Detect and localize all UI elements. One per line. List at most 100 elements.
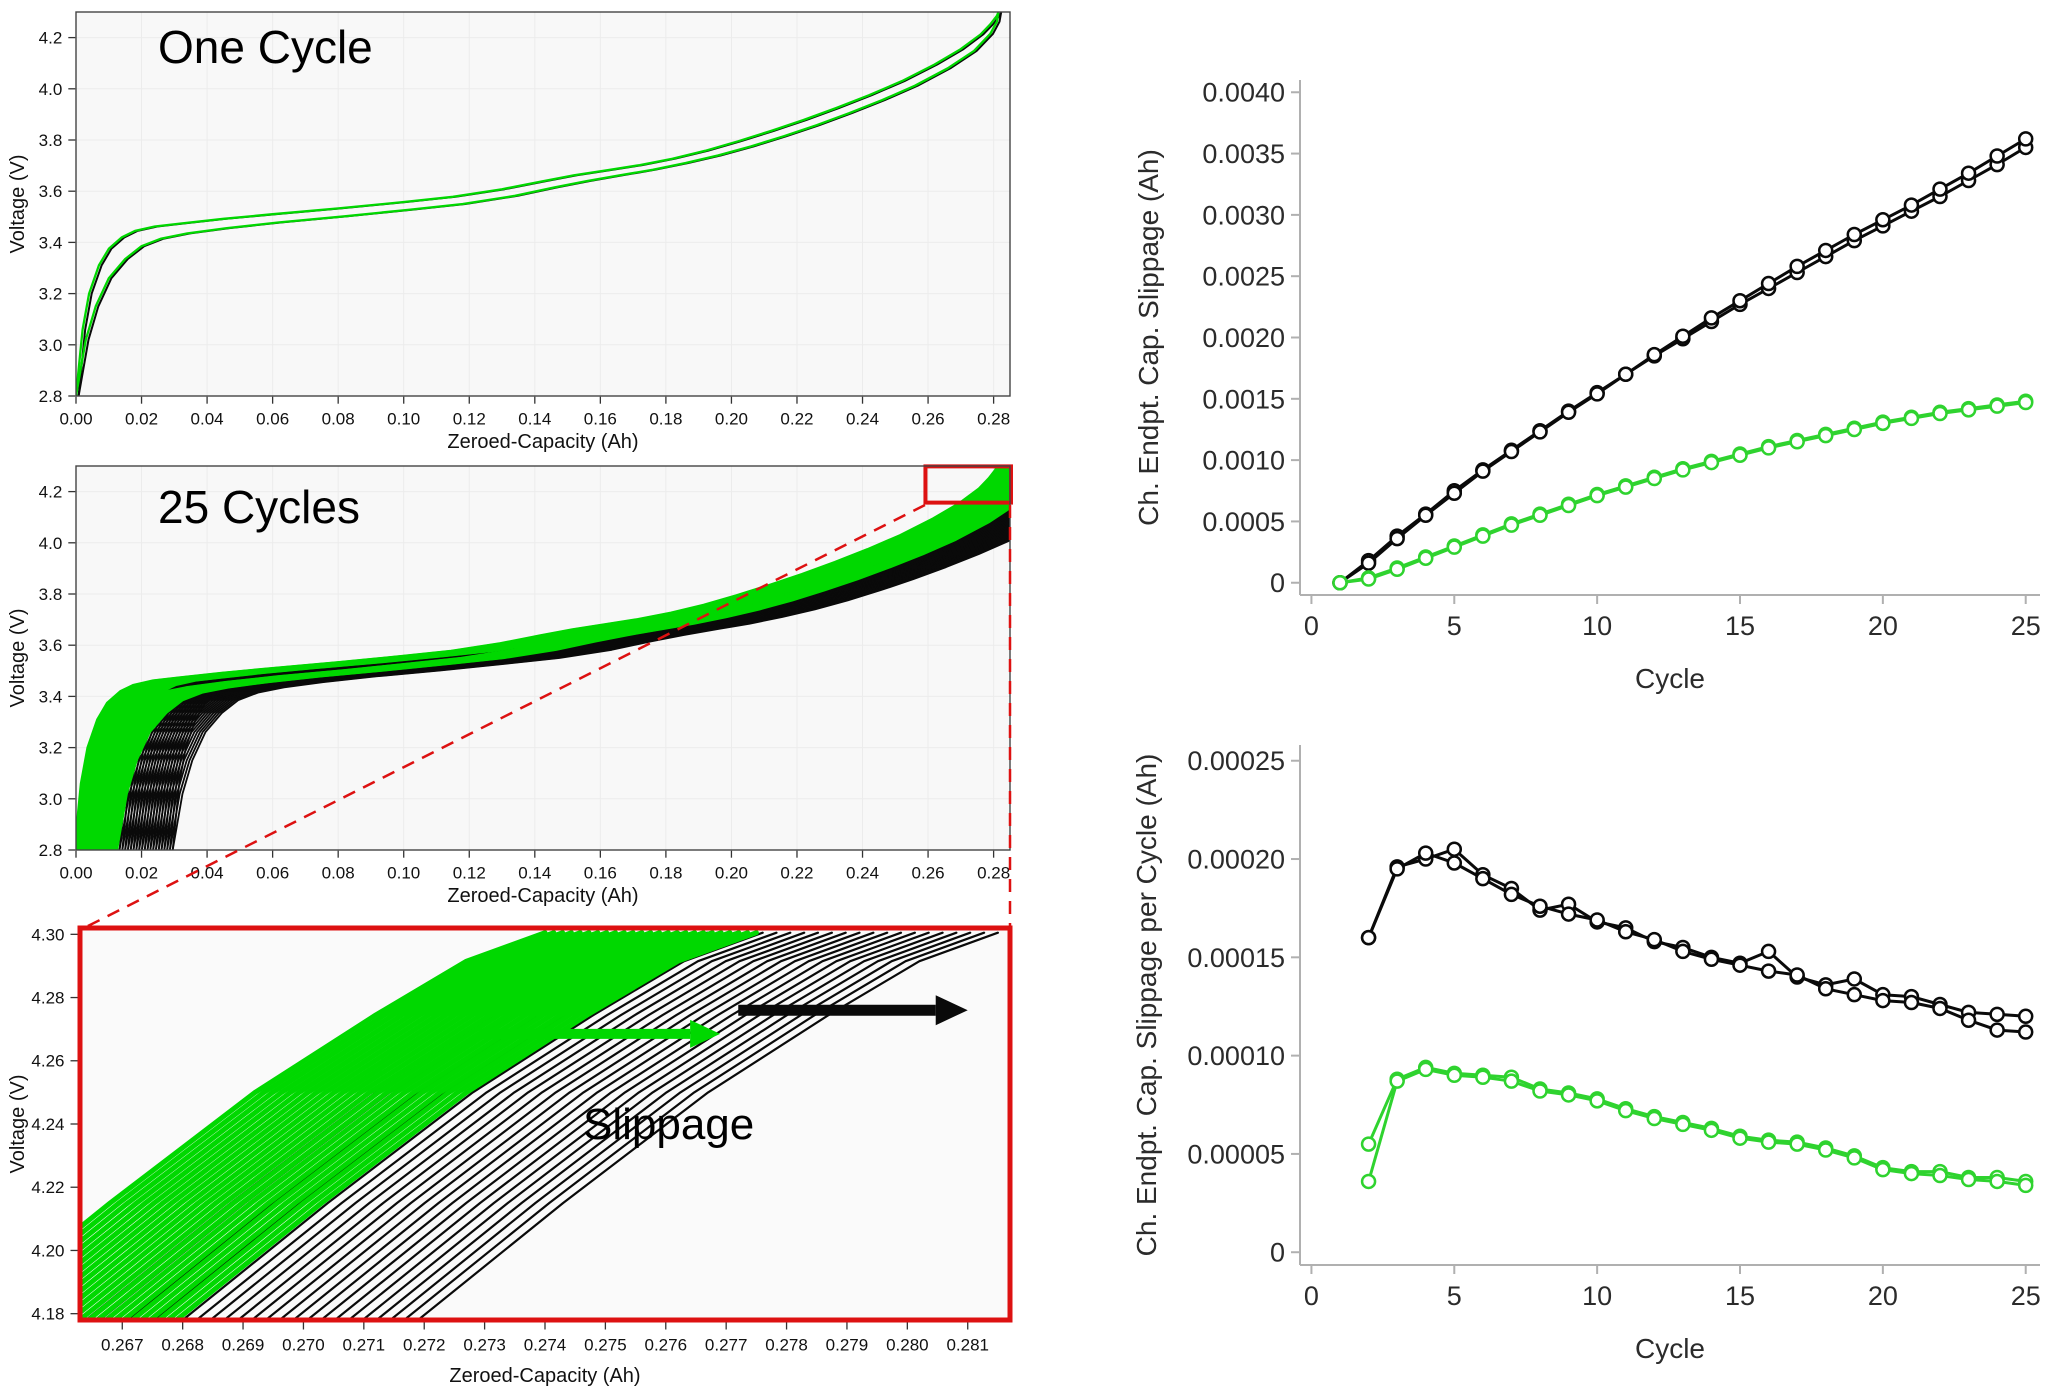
svg-text:4.30: 4.30 <box>31 925 64 944</box>
svg-text:0.0015: 0.0015 <box>1202 384 1285 414</box>
svg-text:3.4: 3.4 <box>39 233 63 252</box>
svg-text:5: 5 <box>1447 611 1462 641</box>
svg-text:Voltage (V): Voltage (V) <box>8 609 29 708</box>
svg-text:0: 0 <box>1270 1238 1285 1268</box>
svg-text:4.2: 4.2 <box>39 483 63 502</box>
svg-text:3.8: 3.8 <box>39 585 63 604</box>
svg-text:20: 20 <box>1868 1281 1898 1311</box>
svg-text:Voltage (V): Voltage (V) <box>8 1075 29 1174</box>
svg-text:4.0: 4.0 <box>39 80 63 99</box>
svg-text:3.0: 3.0 <box>39 336 63 355</box>
svg-text:0.275: 0.275 <box>584 1336 627 1355</box>
svg-text:0.10: 0.10 <box>387 410 420 429</box>
svg-text:0.06: 0.06 <box>256 864 289 883</box>
svg-text:0.0005: 0.0005 <box>1202 507 1285 537</box>
svg-text:Zeroed-Capacity (Ah): Zeroed-Capacity (Ah) <box>449 1365 640 1387</box>
svg-text:0.0030: 0.0030 <box>1202 200 1285 230</box>
svg-text:0.16: 0.16 <box>584 410 617 429</box>
svg-text:4.0: 4.0 <box>39 534 63 553</box>
svg-text:0.10: 0.10 <box>387 864 420 883</box>
svg-text:4.22: 4.22 <box>31 1178 64 1197</box>
svg-text:20: 20 <box>1868 611 1898 641</box>
svg-text:0.00005: 0.00005 <box>1187 1139 1285 1169</box>
svg-text:0.02: 0.02 <box>125 864 158 883</box>
svg-text:25: 25 <box>2011 1281 2041 1311</box>
one_cycle-plot: 0.00 0.02 0.04 0.06 0.08 0.10 0.12 0.14 0.16 0.18… <box>8 11 1011 453</box>
svg-text:Voltage (V): Voltage (V) <box>8 155 29 254</box>
svg-text:0.00020: 0.00020 <box>1187 844 1285 874</box>
svg-text:3.8: 3.8 <box>39 131 63 150</box>
per_cycle_slippage-plot: 0 5 10 15 20 25 0 0.00005 0.00010 0.00015 0.00020 0… <box>1131 745 2041 1364</box>
svg-text:4.28: 4.28 <box>31 988 64 1007</box>
svg-text:0.268: 0.268 <box>161 1336 204 1355</box>
svg-text:2.8: 2.8 <box>39 841 63 860</box>
svg-text:0.00025: 0.00025 <box>1187 746 1285 776</box>
svg-text:4.26: 4.26 <box>31 1052 64 1071</box>
endpoint-slippage-chart: 0 5 10 15 20 25 0 0.0005 0.0010 0.0015 0.0020 0.002… <box>1130 30 2048 702</box>
svg-text:4.18: 4.18 <box>31 1305 64 1324</box>
svg-text:0.26: 0.26 <box>912 410 945 429</box>
svg-text:0.02: 0.02 <box>125 410 158 429</box>
svg-text:3.2: 3.2 <box>39 285 63 304</box>
svg-text:15: 15 <box>1725 1281 1755 1311</box>
twenty-five-cycles-chart: 25 Cycles 0.00 0.02 0.04 0.06 0.08 0.10 0.12 0.… <box>8 458 1020 910</box>
svg-text:Cycle: Cycle <box>1635 1333 1705 1364</box>
svg-text:4.20: 4.20 <box>31 1241 64 1260</box>
svg-text:0.06: 0.06 <box>256 410 289 429</box>
svg-text:3.4: 3.4 <box>39 687 63 706</box>
svg-text:0.267: 0.267 <box>101 1336 144 1355</box>
svg-text:0.20: 0.20 <box>715 410 748 429</box>
svg-text:3.0: 3.0 <box>39 790 63 809</box>
slippage-zoom-inset-chart: Slippage 0.267 0.268 0.269 0.270 0.271 0.272 0… <box>8 918 1020 1390</box>
svg-text:0.08: 0.08 <box>322 864 355 883</box>
svg-text:15: 15 <box>1725 611 1755 641</box>
svg-text:0.0010: 0.0010 <box>1202 446 1285 476</box>
svg-text:3.6: 3.6 <box>39 636 63 655</box>
svg-text:0: 0 <box>1270 568 1285 598</box>
svg-text:0.0040: 0.0040 <box>1202 78 1285 108</box>
twenty-five-cycles-title: 25 Cycles <box>158 481 360 533</box>
svg-text:0.28: 0.28 <box>977 864 1010 883</box>
svg-text:Zeroed-Capacity (Ah): Zeroed-Capacity (Ah) <box>447 431 638 453</box>
svg-text:0.281: 0.281 <box>946 1336 989 1355</box>
svg-text:3.2: 3.2 <box>39 739 63 758</box>
svg-text:0.26: 0.26 <box>912 864 945 883</box>
svg-text:0.00010: 0.00010 <box>1187 1041 1285 1071</box>
svg-text:Zeroed-Capacity (Ah): Zeroed-Capacity (Ah) <box>447 885 638 907</box>
svg-text:0.278: 0.278 <box>765 1336 808 1355</box>
svg-text:0.14: 0.14 <box>518 864 551 883</box>
svg-text:0.18: 0.18 <box>649 410 682 429</box>
svg-text:0.24: 0.24 <box>846 864 879 883</box>
svg-text:0.280: 0.280 <box>886 1336 929 1355</box>
svg-text:0.24: 0.24 <box>846 410 879 429</box>
svg-text:0.277: 0.277 <box>705 1336 748 1355</box>
slippage-annotation-label: Slippage <box>583 1100 755 1149</box>
svg-text:4.2: 4.2 <box>39 29 63 48</box>
svg-text:0: 0 <box>1304 611 1319 641</box>
slippage-per-cycle-chart: 0 5 10 15 20 25 0 0.00005 0.00010 0.00015 0.00020 0… <box>1130 700 2048 1372</box>
inset_zoom-plot: 0.267 0.268 0.269 0.270 0.271 0.272 0.273 0.274… <box>8 925 1013 1387</box>
svg-text:0.28: 0.28 <box>977 410 1010 429</box>
svg-text:0.274: 0.274 <box>524 1336 567 1355</box>
cum_slippage-plot: 0 5 10 15 20 25 0 0.0005 0.0010 0.0015 0.0020 0.002… <box>1133 78 2041 694</box>
one-cycle-title: One Cycle <box>158 21 373 73</box>
svg-text:0.12: 0.12 <box>453 410 486 429</box>
svg-text:0.270: 0.270 <box>282 1336 325 1355</box>
svg-text:Ch. Endpt. Cap. Slippage (Ah): Ch. Endpt. Cap. Slippage (Ah) <box>1133 149 1164 526</box>
svg-text:0.273: 0.273 <box>463 1336 506 1355</box>
svg-text:0.18: 0.18 <box>649 864 682 883</box>
svg-text:5: 5 <box>1447 1281 1462 1311</box>
one-cycle-chart: One Cycle 0.00 0.02 0.04 0.06 0.08 0.10 0.12 0.… <box>8 4 1020 456</box>
svg-text:0.276: 0.276 <box>645 1336 688 1355</box>
svg-text:0.0020: 0.0020 <box>1202 323 1285 353</box>
svg-text:0.04: 0.04 <box>191 864 224 883</box>
svg-text:2.8: 2.8 <box>39 387 63 406</box>
svg-text:0.269: 0.269 <box>222 1336 265 1355</box>
svg-text:0.04: 0.04 <box>191 410 224 429</box>
svg-text:0.22: 0.22 <box>780 410 813 429</box>
svg-text:0: 0 <box>1304 1281 1319 1311</box>
svg-text:0.00: 0.00 <box>59 864 92 883</box>
svg-text:10: 10 <box>1582 1281 1612 1311</box>
svg-text:0.22: 0.22 <box>780 864 813 883</box>
